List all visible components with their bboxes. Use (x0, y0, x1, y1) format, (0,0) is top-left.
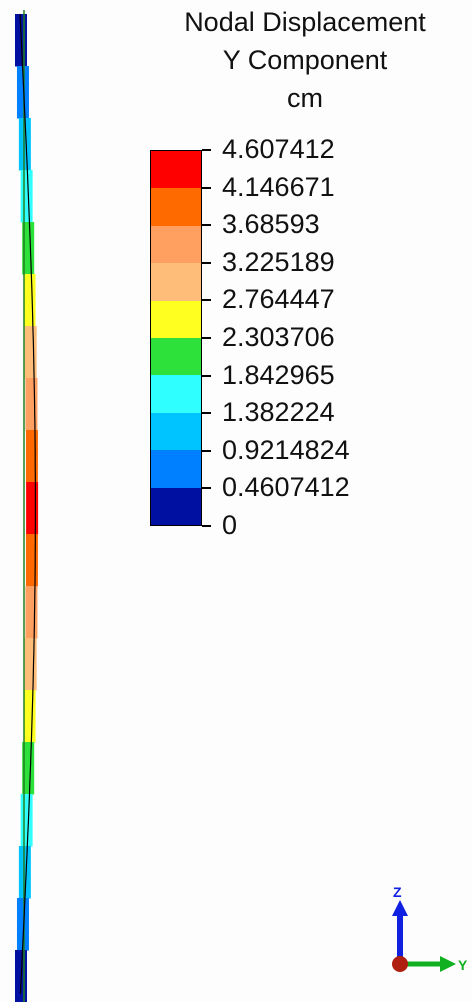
mesh-element (25, 378, 38, 431)
deformed-beam-model (14, 10, 39, 1002)
legend-label-3: 3.225189 (222, 246, 335, 277)
legend-tick-8 (202, 449, 211, 452)
y-axis-arrowhead (440, 956, 456, 972)
legend-swatch-1 (151, 188, 201, 226)
mesh-element (20, 170, 33, 223)
triad-origin (392, 956, 408, 972)
mesh-element (23, 274, 36, 327)
mesh-element (16, 66, 29, 119)
legend-tick-4 (202, 299, 211, 302)
mesh-element (26, 482, 39, 535)
legend-label-6: 1.842965 (222, 359, 335, 390)
legend-tick-1 (202, 186, 211, 189)
legend-label-2: 3.68593 (222, 209, 320, 240)
mesh-element (25, 534, 38, 587)
legend-label-7: 1.382224 (222, 397, 335, 428)
legend-label-8: 0.9214824 (222, 434, 350, 465)
z-axis-arrowhead (392, 900, 408, 916)
mesh-element (18, 118, 31, 171)
legend-swatch-9 (151, 487, 201, 525)
legend-label-4: 2.764447 (222, 284, 335, 315)
legend-tick-5 (202, 337, 211, 339)
coordinate-triad: Z Y (392, 884, 468, 973)
y-axis-label: Y (458, 957, 468, 973)
legend-label-9: 0.4607412 (222, 472, 350, 503)
legend-tick-6 (202, 374, 211, 377)
legend-tick-7 (202, 412, 211, 415)
legend-tick-2 (202, 224, 211, 227)
legend-label-5: 2.303706 (222, 322, 335, 352)
deformed-outline (19, 13, 37, 995)
mesh-element (24, 326, 37, 379)
legend-title-line-1: Nodal Displacement (184, 7, 426, 37)
legend-tick-9 (202, 487, 211, 490)
legend-tick-0 (202, 149, 211, 151)
legend-swatch-8 (151, 450, 201, 488)
legend-swatch-7 (151, 412, 201, 451)
legend-tick-3 (202, 261, 211, 264)
legend-swatch-3 (151, 263, 201, 301)
legend-tick-10 (202, 525, 211, 527)
legend-swatch-2 (151, 225, 201, 264)
mesh-element (24, 638, 37, 691)
mesh-element (25, 586, 38, 639)
mesh-element (16, 898, 29, 951)
z-axis-label: Z (393, 884, 402, 900)
mesh-element (25, 430, 38, 483)
legend-label-1: 4.146671 (222, 171, 335, 202)
legend-swatch-0 (151, 151, 201, 189)
legend-title-line-2: Y Component (222, 45, 388, 75)
legend-label-0: 4.607412 (222, 134, 335, 164)
legend-swatch-4 (151, 300, 201, 339)
legend-swatch-5 (151, 338, 201, 376)
legend-color-bar (150, 150, 202, 526)
legend-label-10: 0 (222, 510, 238, 540)
mesh-element (20, 794, 33, 847)
mesh-element (18, 846, 31, 899)
legend-swatch-6 (151, 375, 201, 413)
legend-units: cm (287, 83, 323, 113)
mesh-element (23, 690, 36, 743)
